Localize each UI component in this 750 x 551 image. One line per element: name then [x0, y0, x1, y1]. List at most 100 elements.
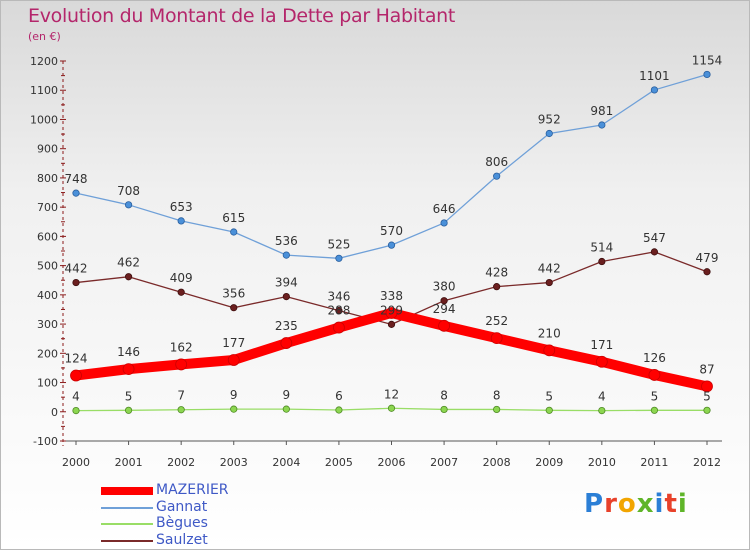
x-tick-label: 2007 [430, 456, 458, 469]
y-tick-label: 1000 [30, 113, 58, 126]
data-point [124, 201, 133, 209]
data-label: 9 [283, 388, 291, 402]
legend-label: MAZERIER [156, 482, 229, 498]
legend-swatch-mazerier [101, 487, 153, 495]
data-point [387, 241, 396, 249]
y-tick-label: 500 [37, 260, 58, 273]
data-label: 1154 [692, 53, 723, 67]
data-label: 653 [170, 200, 193, 214]
data-label: 1101 [639, 69, 670, 83]
data-label: 5 [703, 389, 711, 403]
data-label: 462 [117, 256, 140, 270]
data-point [650, 86, 659, 94]
data-point [493, 283, 501, 291]
data-point [650, 248, 659, 256]
data-point [703, 268, 711, 276]
x-tick-label: 2005 [325, 456, 353, 469]
data-point [598, 406, 606, 415]
data-label: 288 [327, 304, 350, 318]
x-tick-label: 2001 [115, 456, 143, 469]
y-tick-label: 400 [37, 289, 58, 302]
data-point [493, 405, 501, 414]
data-point [177, 288, 185, 296]
y-tick-label: 1100 [30, 84, 58, 97]
y-tick-label: 700 [37, 201, 58, 214]
data-label: 514 [590, 241, 613, 255]
data-point [72, 189, 80, 197]
y-tick-label: 1200 [30, 55, 58, 68]
data-point [230, 405, 238, 413]
data-label: 126 [643, 351, 666, 365]
data-point [598, 257, 606, 266]
data-point [385, 307, 398, 319]
data-label: 806 [485, 155, 508, 169]
data-label: 442 [538, 262, 561, 276]
data-point [230, 304, 238, 312]
data-point [227, 354, 240, 366]
data-point [230, 228, 238, 236]
data-point [545, 278, 553, 287]
data-label: 748 [65, 172, 88, 186]
x-tick-label: 2011 [640, 456, 668, 469]
y-tick-label: 800 [37, 172, 58, 185]
data-label: 235 [275, 319, 298, 333]
data-point [72, 406, 80, 415]
x-tick-label: 2010 [588, 456, 616, 469]
y-tick-label: 600 [37, 230, 58, 243]
x-tick-label: 2006 [378, 456, 406, 469]
legend-label: Bègues [156, 515, 208, 531]
y-tick-label: 900 [37, 143, 58, 156]
data-point [598, 121, 606, 129]
data-label: 299 [380, 303, 403, 317]
data-label: 394 [275, 276, 298, 290]
x-tick-label: 2004 [272, 456, 300, 469]
data-point [72, 278, 80, 287]
data-point [177, 217, 185, 225]
data-label: 4 [72, 390, 80, 404]
data-point [703, 406, 711, 414]
chart-subtitle: (en €) [28, 30, 61, 43]
chart-title: Evolution du Montant de la Dette par Hab… [28, 5, 456, 27]
data-point [493, 172, 501, 180]
data-point [335, 254, 343, 262]
data-point [545, 129, 553, 138]
data-point [440, 219, 448, 227]
data-label: 380 [433, 280, 456, 294]
data-label: 5 [125, 389, 133, 403]
legend-swatch-gannat [101, 506, 153, 509]
data-label: 428 [485, 266, 508, 280]
data-label: 7 [177, 389, 185, 403]
data-point [490, 332, 503, 345]
data-point [701, 380, 713, 393]
data-label: 162 [170, 340, 193, 354]
legend-label: Saulzet [156, 531, 208, 548]
data-point [650, 406, 659, 414]
x-tick-label: 2009 [535, 456, 563, 469]
data-label: 4 [598, 390, 606, 404]
data-label: 547 [643, 231, 666, 245]
data-point [282, 251, 290, 259]
data-label: 570 [380, 224, 403, 238]
y-tick-label: 0 [51, 406, 58, 419]
legend-swatch-begues [101, 523, 153, 525]
data-point [335, 406, 343, 414]
data-point [545, 406, 553, 414]
data-label: 6 [335, 389, 343, 403]
data-label: 252 [485, 314, 508, 328]
data-point [595, 355, 608, 368]
data-point [440, 405, 448, 414]
data-point [122, 363, 135, 375]
data-label: 442 [65, 262, 88, 276]
data-label: 536 [275, 234, 298, 248]
data-point [438, 319, 450, 332]
data-point [703, 70, 711, 79]
data-label: 12 [384, 387, 399, 401]
data-label: 124 [65, 352, 88, 366]
data-label: 294 [433, 302, 456, 316]
data-point [333, 321, 345, 334]
data-point [124, 273, 133, 281]
x-tick-label: 2002 [167, 456, 195, 469]
data-label: 5 [545, 389, 553, 403]
